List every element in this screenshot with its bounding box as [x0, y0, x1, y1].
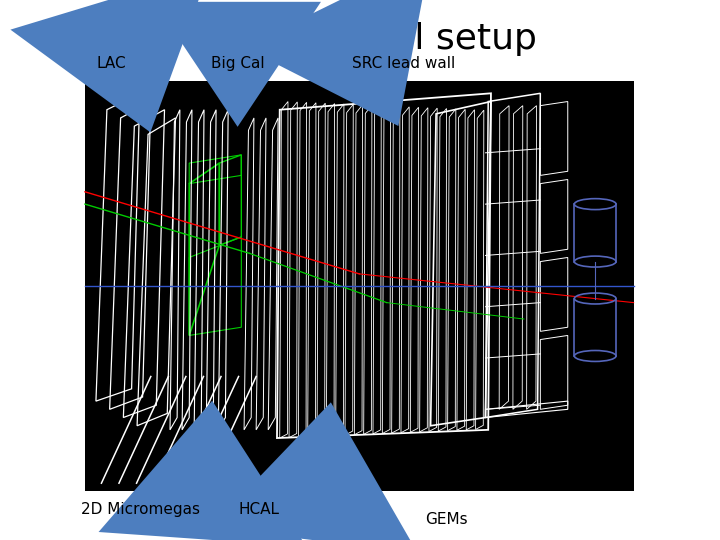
Text: LAC: LAC: [96, 56, 127, 71]
Text: HCAL: HCAL: [239, 502, 279, 517]
Text: Big Cal: Big Cal: [211, 56, 264, 71]
Text: Experimental setup: Experimental setup: [184, 22, 536, 56]
Text: GEMs: GEMs: [425, 511, 468, 526]
Text: 2D Micromegas: 2D Micromegas: [81, 502, 200, 517]
Bar: [85, 81, 634, 491]
Text: SRC lead wall: SRC lead wall: [351, 56, 455, 71]
